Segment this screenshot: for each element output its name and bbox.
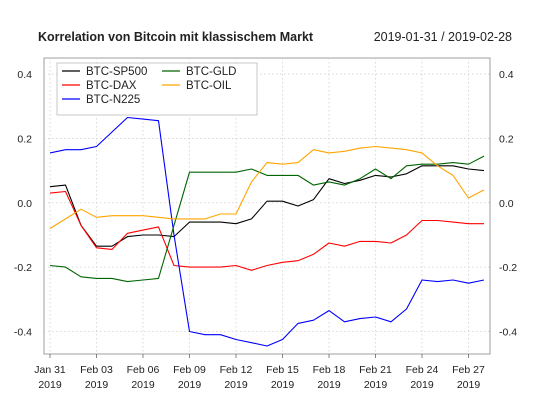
series-line-btc-gld: [49, 155, 485, 283]
x-tick-label: Feb 27: [452, 364, 485, 376]
y-tick-label-right: -0.4: [499, 326, 517, 338]
x-tick-label: Feb 03: [80, 364, 113, 376]
y-tick-label-right: -0.2: [499, 262, 517, 274]
x-tick-label: Feb 06: [127, 364, 160, 376]
chart-title: Korrelation von Bitcoin mit klassischem …: [38, 30, 314, 44]
legend-label-btc-sp500: BTC-SP500: [86, 66, 147, 78]
y-tick-label-right: 0.2: [499, 133, 514, 145]
plot-frame: [43, 57, 491, 355]
series-lines: [49, 116, 485, 347]
x-tick-label: Feb 09: [173, 364, 206, 376]
x-tick-year: 2019: [178, 379, 202, 391]
x-tick-year: 2019: [224, 379, 248, 391]
series-line-btc-oil: [49, 145, 485, 229]
x-tick-label: Feb 15: [266, 364, 299, 376]
legend-label-btc-oil: BTC-OIL: [186, 80, 232, 92]
x-tick-year: 2019: [38, 379, 62, 391]
legend-label-btc-n225: BTC-N225: [86, 94, 140, 106]
x-tick-year: 2019: [85, 379, 109, 391]
x-tick-year: 2019: [457, 379, 481, 391]
x-tick-year: 2019: [410, 379, 434, 391]
x-tick-year: 2019: [131, 379, 155, 391]
legend-label-btc-dax: BTC-DAX: [86, 80, 137, 92]
series-line-btc-sp500: [49, 165, 485, 247]
x-tick-year: 2019: [364, 379, 388, 391]
y-tick-label-right: 0.4: [499, 69, 514, 81]
x-tick-year: 2019: [317, 379, 341, 391]
x-tick-label: Feb 18: [313, 364, 346, 376]
series-line-btc-dax: [49, 190, 484, 271]
x-tick-label: Feb 21: [359, 364, 392, 376]
x-tick-year: 2019: [271, 379, 295, 391]
y-tick-label-left: 0.2: [17, 133, 32, 145]
legend: BTC-SP500 BTC-DAX BTC-N225 BTC-GLD BTC-OIL: [56, 62, 258, 116]
legend-box: [56, 62, 258, 116]
y-tick-label-left: 0.0: [17, 198, 32, 210]
y-tick-label-right: 0.0: [499, 198, 514, 210]
legend-label-btc-gld: BTC-GLD: [186, 66, 236, 78]
x-tick-label: Feb 12: [220, 364, 253, 376]
x-tick-label: Jan 31: [34, 364, 66, 376]
y-tick-label-left: 0.4: [17, 69, 32, 81]
axes: Jan 31 2019 Feb 03 2019 Feb 06 2019 Feb 09 2019…: [14, 69, 517, 391]
y-tick-label-left: -0.4: [14, 326, 32, 338]
y-tick-label-left: -0.2: [14, 262, 32, 274]
chart-subtitle: 2019-01-31 / 2019-02-28: [374, 30, 512, 44]
series-line-btc-n225: [49, 116, 485, 347]
x-tick-label: Feb 24: [406, 364, 439, 376]
